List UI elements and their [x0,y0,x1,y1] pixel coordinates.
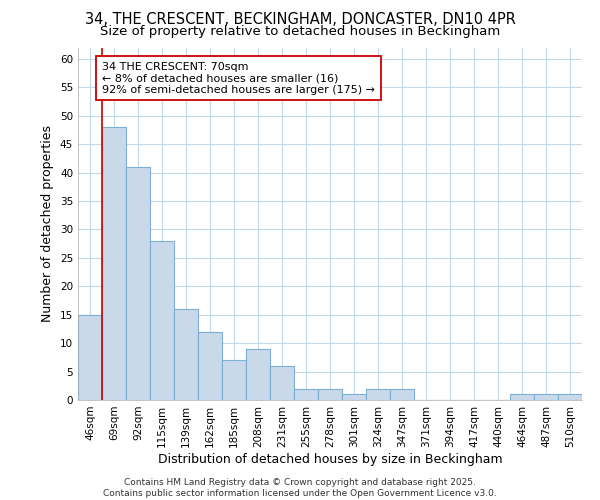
Bar [102,127,126,400]
Bar [198,332,222,400]
Bar [222,360,246,400]
Bar [246,349,270,400]
X-axis label: Distribution of detached houses by size in Beckingham: Distribution of detached houses by size … [158,452,502,466]
Y-axis label: Number of detached properties: Number of detached properties [41,125,55,322]
Text: 34, THE CRESCENT, BECKINGHAM, DONCASTER, DN10 4PR: 34, THE CRESCENT, BECKINGHAM, DONCASTER,… [85,12,515,28]
Bar [294,388,318,400]
Bar [534,394,558,400]
Bar [558,394,582,400]
Text: Size of property relative to detached houses in Beckingham: Size of property relative to detached ho… [100,25,500,38]
Bar [150,241,174,400]
Text: Contains HM Land Registry data © Crown copyright and database right 2025.
Contai: Contains HM Land Registry data © Crown c… [103,478,497,498]
Bar [126,167,150,400]
Bar [390,388,414,400]
Bar [510,394,534,400]
Bar [270,366,294,400]
Text: 34 THE CRESCENT: 70sqm
← 8% of detached houses are smaller (16)
92% of semi-deta: 34 THE CRESCENT: 70sqm ← 8% of detached … [102,62,375,95]
Bar [318,388,342,400]
Bar [366,388,390,400]
Bar [78,314,102,400]
Bar [174,309,198,400]
Bar [342,394,366,400]
